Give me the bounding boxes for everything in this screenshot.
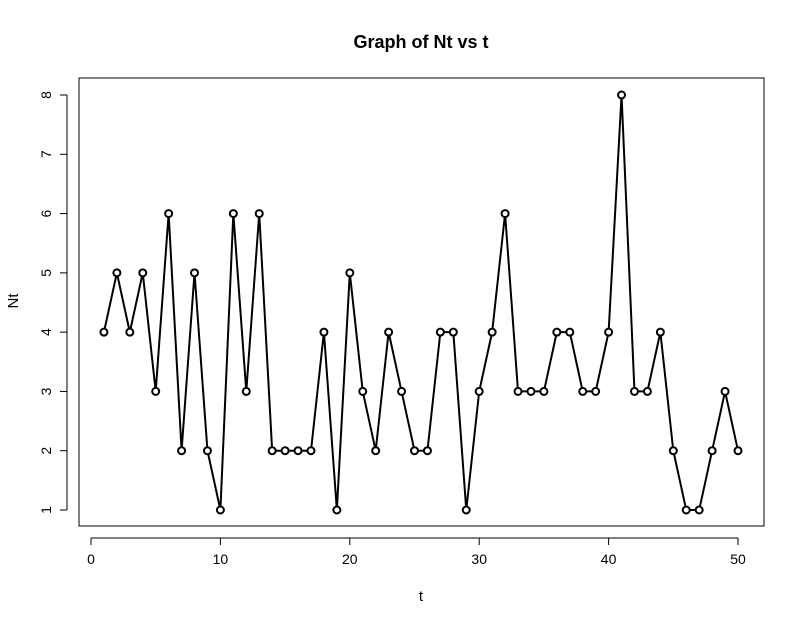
data-point bbox=[629, 386, 639, 396]
x-tick-label: 20 bbox=[342, 551, 358, 567]
data-point bbox=[681, 505, 691, 515]
data-point bbox=[655, 327, 665, 337]
data-point bbox=[487, 327, 497, 337]
data-point bbox=[202, 446, 212, 456]
data-point bbox=[215, 505, 225, 515]
data-point bbox=[228, 209, 238, 219]
data-point bbox=[345, 268, 355, 278]
data-point bbox=[267, 446, 277, 456]
y-tick-label: 7 bbox=[38, 150, 54, 158]
y-axis-ticks: 1 2 3 4 5 6 7 8 bbox=[38, 91, 67, 514]
data-point bbox=[384, 327, 394, 337]
y-tick-label: 6 bbox=[38, 209, 54, 217]
data-point bbox=[190, 268, 200, 278]
data-point bbox=[138, 268, 148, 278]
data-point bbox=[513, 386, 523, 396]
data-point bbox=[293, 446, 303, 456]
x-axis-ticks: 0 10 20 30 40 50 bbox=[87, 538, 746, 567]
series-line bbox=[102, 94, 739, 511]
data-point bbox=[707, 446, 717, 456]
data-point bbox=[694, 505, 704, 515]
y-tick-label: 3 bbox=[38, 387, 54, 395]
data-points bbox=[99, 90, 743, 515]
data-point bbox=[604, 327, 614, 337]
data-point bbox=[112, 268, 122, 278]
data-point bbox=[474, 386, 484, 396]
data-point bbox=[617, 90, 627, 100]
data-point bbox=[642, 386, 652, 396]
data-point bbox=[280, 446, 290, 456]
data-point bbox=[332, 505, 342, 515]
data-point bbox=[306, 446, 316, 456]
y-tick-label: 2 bbox=[38, 447, 54, 455]
data-point bbox=[539, 386, 549, 396]
data-point bbox=[552, 327, 562, 337]
x-tick-label: 40 bbox=[601, 551, 617, 567]
data-point bbox=[578, 386, 588, 396]
x-tick-label: 10 bbox=[213, 551, 229, 567]
y-tick-label: 5 bbox=[38, 269, 54, 277]
data-point bbox=[177, 446, 187, 456]
y-tick-label: 4 bbox=[38, 328, 54, 336]
x-tick-label: 30 bbox=[471, 551, 487, 567]
data-point bbox=[448, 327, 458, 337]
data-point bbox=[151, 386, 161, 396]
data-point bbox=[410, 446, 419, 456]
data-point bbox=[565, 327, 575, 337]
data-point bbox=[422, 446, 432, 456]
data-point bbox=[254, 209, 264, 219]
x-axis-label: t bbox=[419, 588, 424, 605]
data-point bbox=[720, 386, 730, 396]
data-point bbox=[461, 505, 471, 515]
data-point bbox=[125, 327, 135, 337]
y-tick-label: 8 bbox=[38, 91, 54, 99]
data-point bbox=[435, 327, 445, 337]
data-point bbox=[591, 386, 601, 396]
data-point bbox=[241, 386, 251, 396]
data-point bbox=[358, 386, 368, 396]
data-point bbox=[164, 209, 174, 219]
data-point bbox=[99, 327, 109, 337]
data-point bbox=[668, 446, 678, 456]
data-point bbox=[371, 446, 381, 456]
chart-title: Graph of Nt vs t bbox=[353, 32, 488, 52]
data-point bbox=[526, 386, 536, 396]
data-point bbox=[319, 327, 329, 337]
y-axis-label: Nt bbox=[5, 293, 22, 309]
data-point bbox=[397, 386, 407, 396]
plot-frame bbox=[78, 77, 765, 527]
x-tick-label: 0 bbox=[87, 551, 95, 567]
y-tick-label: 1 bbox=[38, 506, 54, 514]
data-point bbox=[733, 446, 743, 456]
data-point bbox=[500, 209, 510, 219]
x-tick-label: 50 bbox=[730, 551, 746, 567]
